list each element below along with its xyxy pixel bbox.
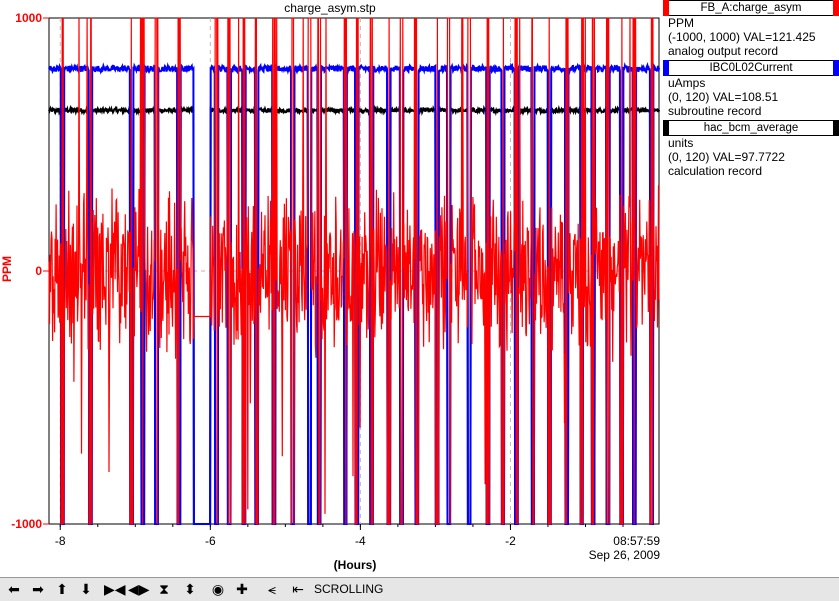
timestamp-time: 08:57:59 — [613, 534, 660, 548]
x-tick-label: -8 — [54, 534, 66, 548]
legend-detail: (0, 120) VAL=97.7722 — [668, 150, 785, 164]
arrow-right-icon[interactable]: ➡ — [32, 581, 44, 597]
legend-pv-name[interactable]: FB_A:charge_asym — [663, 0, 839, 16]
legend-units: PPM — [668, 16, 695, 30]
autoscale-icon[interactable]: ⪪ — [268, 581, 276, 597]
legend-record: analog output record — [668, 44, 779, 58]
legend: FB_A:charge_asym PPM (-1000, 1000) VAL=1… — [663, 0, 839, 180]
legend-swatch — [833, 60, 839, 76]
plot-area[interactable] — [0, 0, 660, 530]
timestamp-date: Sep 26, 2009 — [588, 548, 660, 562]
legend-entry-bcm-average[interactable]: hac_bcm_average units (0, 120) VAL=97.77… — [663, 120, 839, 178]
legend-detail: (-1000, 1000) VAL=121.425 — [668, 30, 816, 44]
legend-entry-charge-asym[interactable]: FB_A:charge_asym PPM (-1000, 1000) VAL=1… — [663, 0, 839, 58]
y-tick-label: -1000 — [11, 517, 42, 531]
series-line-charge-asym — [48, 17, 660, 525]
x-axis-label: (Hours) — [333, 558, 377, 572]
arrow-up-icon[interactable]: ⬆ — [56, 581, 68, 597]
arrow-down-icon[interactable]: ⬇ — [80, 581, 92, 597]
legend-detail: (0, 120) VAL=108.51 — [668, 90, 779, 104]
compress-vertical-icon[interactable]: ⬍ — [184, 581, 196, 597]
legend-record: calculation record — [668, 164, 763, 178]
y-tick-label: 1000 — [15, 11, 42, 25]
legend-swatch — [663, 0, 669, 16]
legend-record: subroutine record — [668, 104, 762, 118]
legend-units: uAmps — [668, 76, 706, 90]
y-tick-label: 0 — [35, 264, 42, 278]
scroll-mode-icon[interactable]: ⇤ — [292, 581, 304, 597]
crosshair-plus-icon[interactable]: ✚ — [236, 581, 248, 597]
x-tick-label: -2 — [505, 534, 516, 548]
legend-swatch — [663, 120, 669, 136]
x-tick-label: -4 — [355, 534, 366, 548]
legend-entry-ibc-current[interactable]: IBC0L02Current uAmps (0, 120) VAL=108.51… — [663, 60, 839, 118]
zoom-circle-icon[interactable]: ◉ — [211, 581, 225, 597]
compress-horizontal-icon[interactable]: ◀▶ — [128, 581, 150, 597]
chart-title: charge_asym.stp — [284, 1, 376, 15]
legend-pv-name[interactable]: hac_bcm_average — [663, 120, 839, 136]
expand-horizontal-icon[interactable]: ▶◀ — [104, 581, 126, 597]
scrolling-status: SCROLLING — [314, 582, 384, 596]
series-line-hac-bcm-average — [48, 104, 660, 525]
legend-swatch — [663, 60, 669, 76]
legend-units: units — [668, 136, 694, 150]
x-tick-label: -6 — [204, 534, 216, 548]
legend-swatch — [833, 120, 839, 136]
expand-vertical-icon[interactable]: ⧗ — [159, 581, 169, 597]
y-axis-label: PPM — [0, 255, 15, 283]
legend-swatch — [833, 0, 839, 16]
series-line-ibc-current — [48, 61, 660, 525]
arrow-left-icon[interactable]: ⬅ — [8, 581, 20, 597]
toolbar: ⬅ ➡ ⬆ ⬇ ▶◀ ◀▶ ⧗ ⬍ ◉ ✚ ⪪ ⇤ SCROLLING — [0, 577, 839, 601]
legend-pv-name[interactable]: IBC0L02Current — [663, 60, 839, 76]
